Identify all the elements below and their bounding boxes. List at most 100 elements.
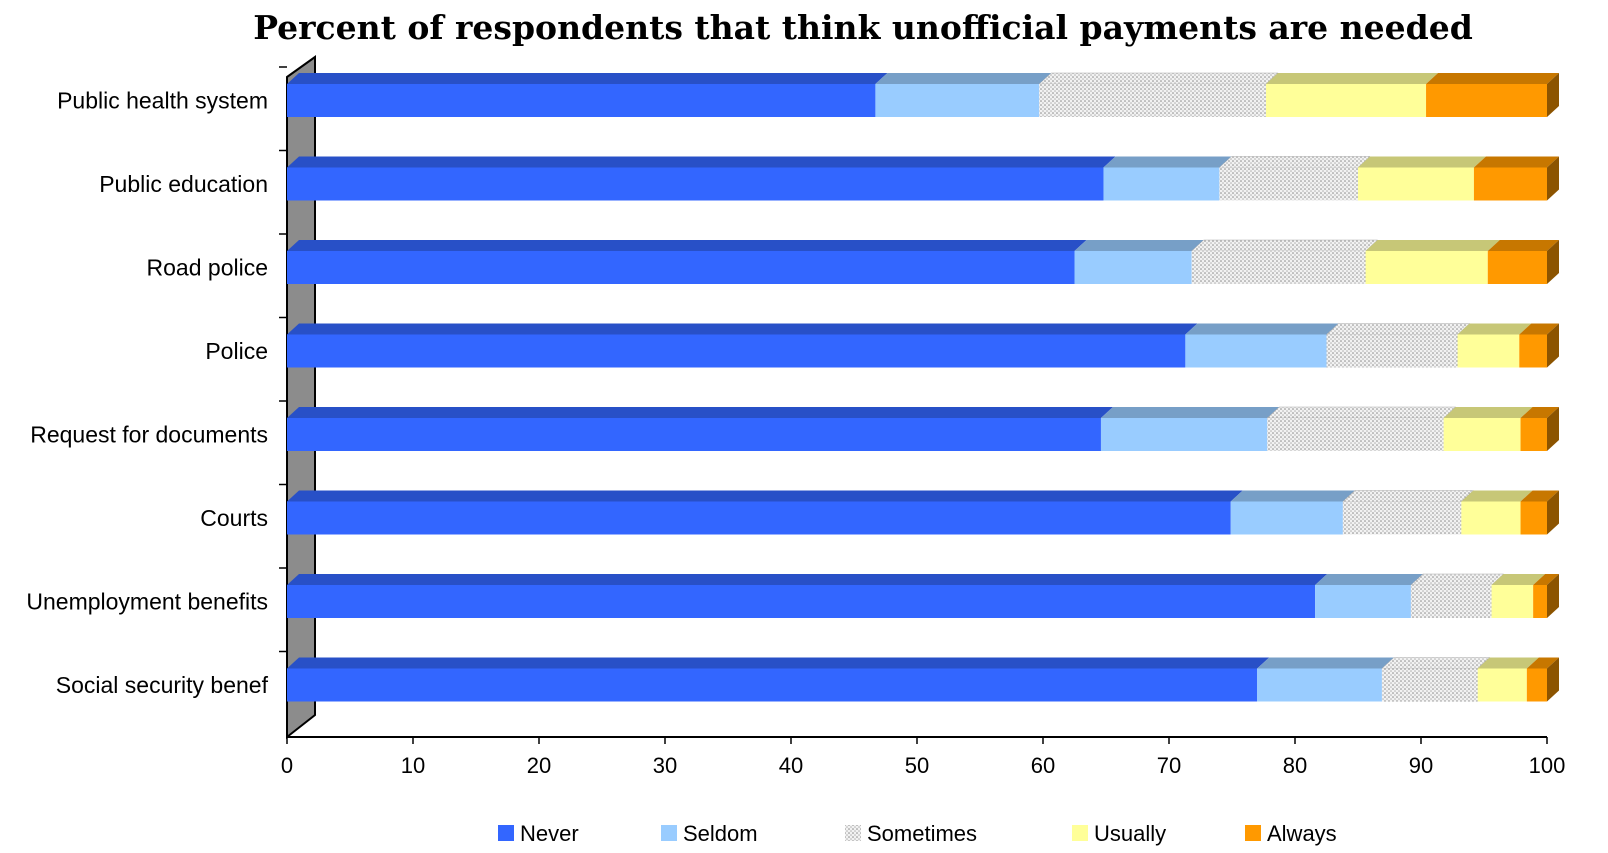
bar-always-5 [1520, 490, 1559, 535]
bar-top-face [287, 156, 1116, 168]
bar-front-face [1267, 418, 1444, 451]
bar-never-7 [287, 657, 1270, 702]
bar-front-face [287, 418, 1101, 451]
bar-top-face [1519, 323, 1559, 335]
legend-swatch [1245, 825, 1261, 841]
bar-always-4 [1520, 407, 1559, 451]
bar-usually-0 [1266, 73, 1439, 117]
bar-top-face [875, 73, 1052, 84]
bar-side-face [1547, 240, 1559, 284]
bar-top-face [1185, 323, 1339, 335]
bar-usually-3 [1457, 323, 1532, 368]
bar-seldom-6 [1315, 574, 1423, 618]
bar-always-6 [1533, 574, 1559, 618]
x-axis: 0 10 20 30 40 50 60 70 80 90 100 [279, 66, 1566, 778]
bar-side-face [1547, 156, 1559, 201]
bar-seldom-3 [1185, 323, 1339, 368]
bar-usually-1 [1358, 156, 1486, 201]
bar-front-face [1039, 84, 1267, 117]
bar-top-face [1477, 657, 1539, 669]
legend-item-always: Always [1245, 821, 1337, 846]
x-tick-label: 60 [1031, 753, 1055, 778]
bar-top-face [1103, 156, 1232, 168]
bar-front-face [1326, 334, 1458, 368]
bar-top-face [287, 490, 1243, 502]
bar-top-face [287, 407, 1113, 418]
bar-front-face [875, 84, 1040, 117]
bar-top-face [1191, 239, 1379, 252]
bar-front-face [1457, 334, 1520, 368]
bar-always-2 [1487, 240, 1559, 284]
bar-front-face [287, 585, 1316, 618]
bar-front-face [1103, 167, 1220, 201]
bar-seldom-2 [1074, 240, 1204, 284]
bar-front-face [1461, 501, 1521, 535]
bar-sometimes-3 [1325, 323, 1471, 368]
bar-front-face [1491, 585, 1534, 618]
bar-top-face [1365, 240, 1500, 251]
bar-never-3 [287, 323, 1198, 368]
bar-sometimes-1 [1218, 156, 1371, 201]
legend-swatch [845, 825, 861, 841]
bar-usually-5 [1461, 490, 1533, 535]
legend-item-never: Never [498, 821, 579, 846]
bar-front-face [1426, 84, 1547, 117]
bar-never-5 [287, 490, 1243, 535]
bar-front-face [1100, 418, 1268, 451]
bar-top-face [1325, 323, 1471, 335]
legend-label: Always [1267, 821, 1337, 846]
bar-front-face [287, 251, 1075, 284]
category-label: Unemployment benefits [26, 589, 268, 615]
chart-title: Percent of respondents that think unoffi… [253, 8, 1473, 47]
bar-top-face [1315, 574, 1423, 585]
bar-top-face [1457, 323, 1532, 335]
x-tick-label: 0 [281, 753, 293, 778]
bar-seldom-0 [875, 73, 1052, 117]
legend-swatch [661, 825, 677, 841]
bar-always-0 [1426, 73, 1559, 117]
bar-front-face [1487, 251, 1547, 284]
bars [287, 72, 1559, 702]
x-tick-label: 10 [401, 753, 425, 778]
bar-seldom-5 [1230, 490, 1355, 535]
bar-front-face [1477, 668, 1527, 702]
x-tick-label: 100 [1529, 753, 1566, 778]
legend: Never Seldom Sometimes Usually Always [498, 821, 1337, 846]
x-tick-label: 90 [1409, 753, 1433, 778]
bar-side-face [1547, 73, 1559, 117]
bar-never-4 [287, 407, 1113, 451]
legend-label: Never [520, 821, 579, 846]
bar-front-face [1381, 668, 1478, 702]
bar-front-face [1191, 251, 1366, 284]
bar-top-face [1266, 406, 1457, 419]
bar-top-face [287, 73, 888, 84]
category-label: Police [205, 338, 268, 364]
bar-top-face [1426, 73, 1559, 84]
bar-usually-4 [1443, 407, 1533, 451]
legend-label: Sometimes [867, 821, 977, 846]
bar-front-face [287, 501, 1231, 535]
legend-swatch [498, 825, 514, 841]
category-labels: Public health system Public education Road… [26, 88, 268, 699]
bar-never-0 [287, 73, 888, 117]
bar-sometimes-0 [1038, 72, 1279, 117]
bar-top-face [1257, 657, 1394, 669]
bar-top-face [1358, 156, 1486, 168]
bar-never-1 [287, 156, 1116, 201]
bar-front-face [1342, 501, 1462, 535]
bar-top-face [1520, 490, 1559, 502]
bar-never-2 [287, 240, 1087, 284]
bar-front-face [1443, 418, 1521, 451]
bar-usually-2 [1365, 240, 1500, 284]
bar-front-face [1230, 501, 1343, 535]
category-label: Road police [147, 255, 268, 281]
x-tick-label: 40 [779, 753, 803, 778]
legend-label: Seldom [683, 821, 758, 846]
category-label: Social security benef [56, 672, 269, 698]
bar-top-face [287, 574, 1328, 585]
legend-item-seldom: Seldom [661, 821, 758, 846]
legend-item-usually: Usually [1072, 821, 1166, 846]
bar-side-face [1547, 490, 1559, 535]
bar-always-1 [1473, 156, 1559, 201]
bar-usually-7 [1477, 657, 1539, 702]
